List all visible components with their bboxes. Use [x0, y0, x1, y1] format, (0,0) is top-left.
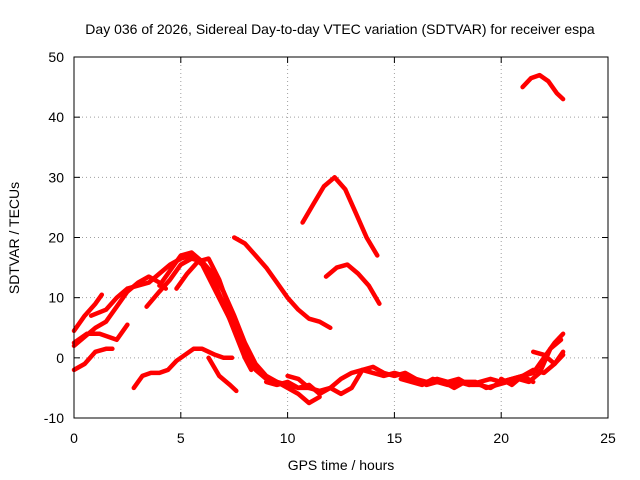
y-tick-label: 0	[56, 350, 64, 366]
y-tick-label: 20	[48, 230, 64, 246]
tick-marks	[73, 56, 609, 419]
x-axis-label: GPS time / hours	[288, 457, 395, 473]
y-tick-label: 10	[48, 290, 64, 306]
y-tick-label: 50	[48, 49, 64, 65]
x-tick-label: 15	[387, 430, 403, 446]
series-line-s7	[157, 250, 254, 373]
chart-title: Day 036 of 2026, Sidereal Day-to-day VTE…	[85, 21, 595, 37]
series-line-s13	[323, 262, 382, 306]
y-tick-labels: -10 0 10 20 30 40 50	[44, 49, 64, 426]
x-tick-label: 0	[70, 430, 78, 446]
series-line-s18	[530, 349, 566, 367]
series-line-s4	[71, 346, 115, 373]
x-tick-label: 5	[177, 430, 185, 446]
series-lines	[71, 72, 566, 406]
series-line-s19	[520, 72, 566, 102]
series-line-s5	[88, 253, 312, 391]
y-tick-label: 30	[48, 169, 64, 185]
y-tick-label: -10	[44, 410, 64, 426]
series-line-s12	[300, 175, 380, 258]
series-line-s10	[206, 355, 239, 394]
y-axis-label: SDTVAR / TECUs	[6, 182, 22, 294]
series-line-s1	[71, 292, 105, 334]
x-tick-labels: 0 5 10 15 20 25	[70, 430, 616, 446]
x-tick-label: 20	[493, 430, 509, 446]
x-tick-label: 25	[600, 430, 616, 446]
series-line-s11	[231, 235, 333, 331]
grid-lines	[74, 57, 608, 418]
series-line-s3	[71, 322, 130, 346]
series-line-s8	[174, 256, 252, 355]
x-tick-label: 10	[280, 430, 296, 446]
series-line-s9	[131, 346, 235, 391]
y-tick-label: 40	[48, 109, 64, 125]
series-line-s16	[398, 337, 564, 391]
